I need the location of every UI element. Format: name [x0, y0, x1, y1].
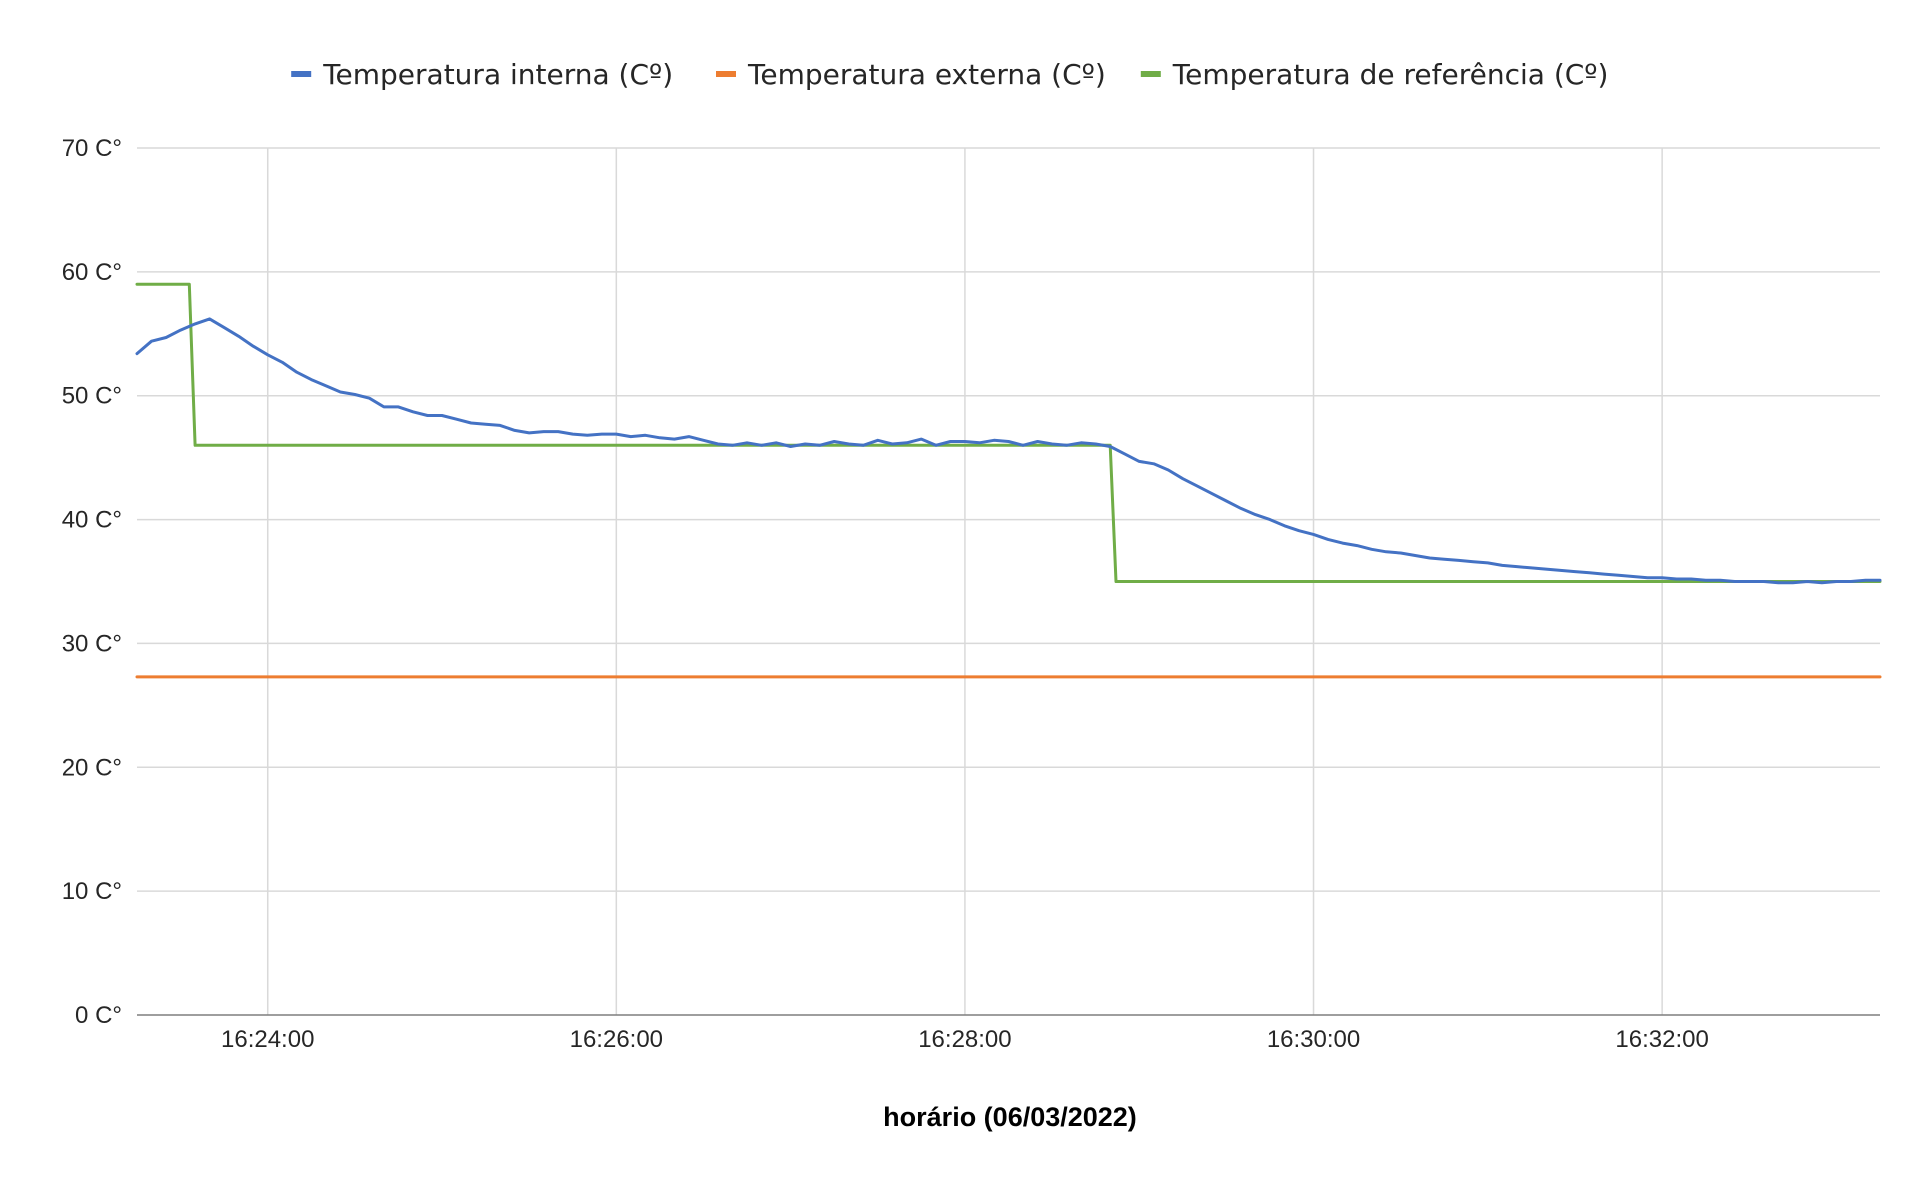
- x-tick-label: 16:28:00: [918, 1026, 1011, 1053]
- x-axis-title: horário (06/03/2022): [883, 1102, 1137, 1132]
- legend-swatch: [291, 71, 312, 77]
- legend-label: Temperatura interna (Cº): [322, 58, 673, 91]
- y-tick-label: 20 C°: [62, 754, 122, 781]
- series-line-1: [135, 317, 1882, 585]
- x-tick-label: 16:32:00: [1615, 1026, 1708, 1053]
- y-tick-label: 60 C°: [62, 259, 122, 286]
- x-tick-label: 16:30:00: [1267, 1026, 1360, 1053]
- axes: 0 C° 10 C° 20 C° 30 C° 40 C° 50 C° 60 C° 70 C° 1…: [62, 135, 1880, 1053]
- y-tick-label: 10 C°: [62, 878, 122, 905]
- series-layer: [135, 282, 1882, 679]
- y-tick-label: 0 C°: [75, 1002, 122, 1029]
- legend: Temperatura interna (Cº) Temperatura exte…: [291, 58, 1608, 91]
- y-tick-label: 40 C°: [62, 507, 122, 534]
- x-tick-label: 16:26:00: [570, 1026, 663, 1053]
- grid: [137, 147, 1880, 1015]
- legend-label: Temperatura de referência (Cº): [1172, 58, 1609, 91]
- legend-swatch: [716, 71, 736, 77]
- y-tick-label: 70 C°: [62, 135, 122, 162]
- series-line-3: [135, 282, 1882, 583]
- legend-swatch: [1140, 71, 1161, 77]
- y-tick-label: 50 C°: [62, 383, 122, 410]
- y-tick-label: 30 C°: [62, 630, 122, 657]
- legend-label: Temperatura externa (Cº): [747, 58, 1106, 91]
- x-tick-label: 16:24:00: [221, 1026, 314, 1053]
